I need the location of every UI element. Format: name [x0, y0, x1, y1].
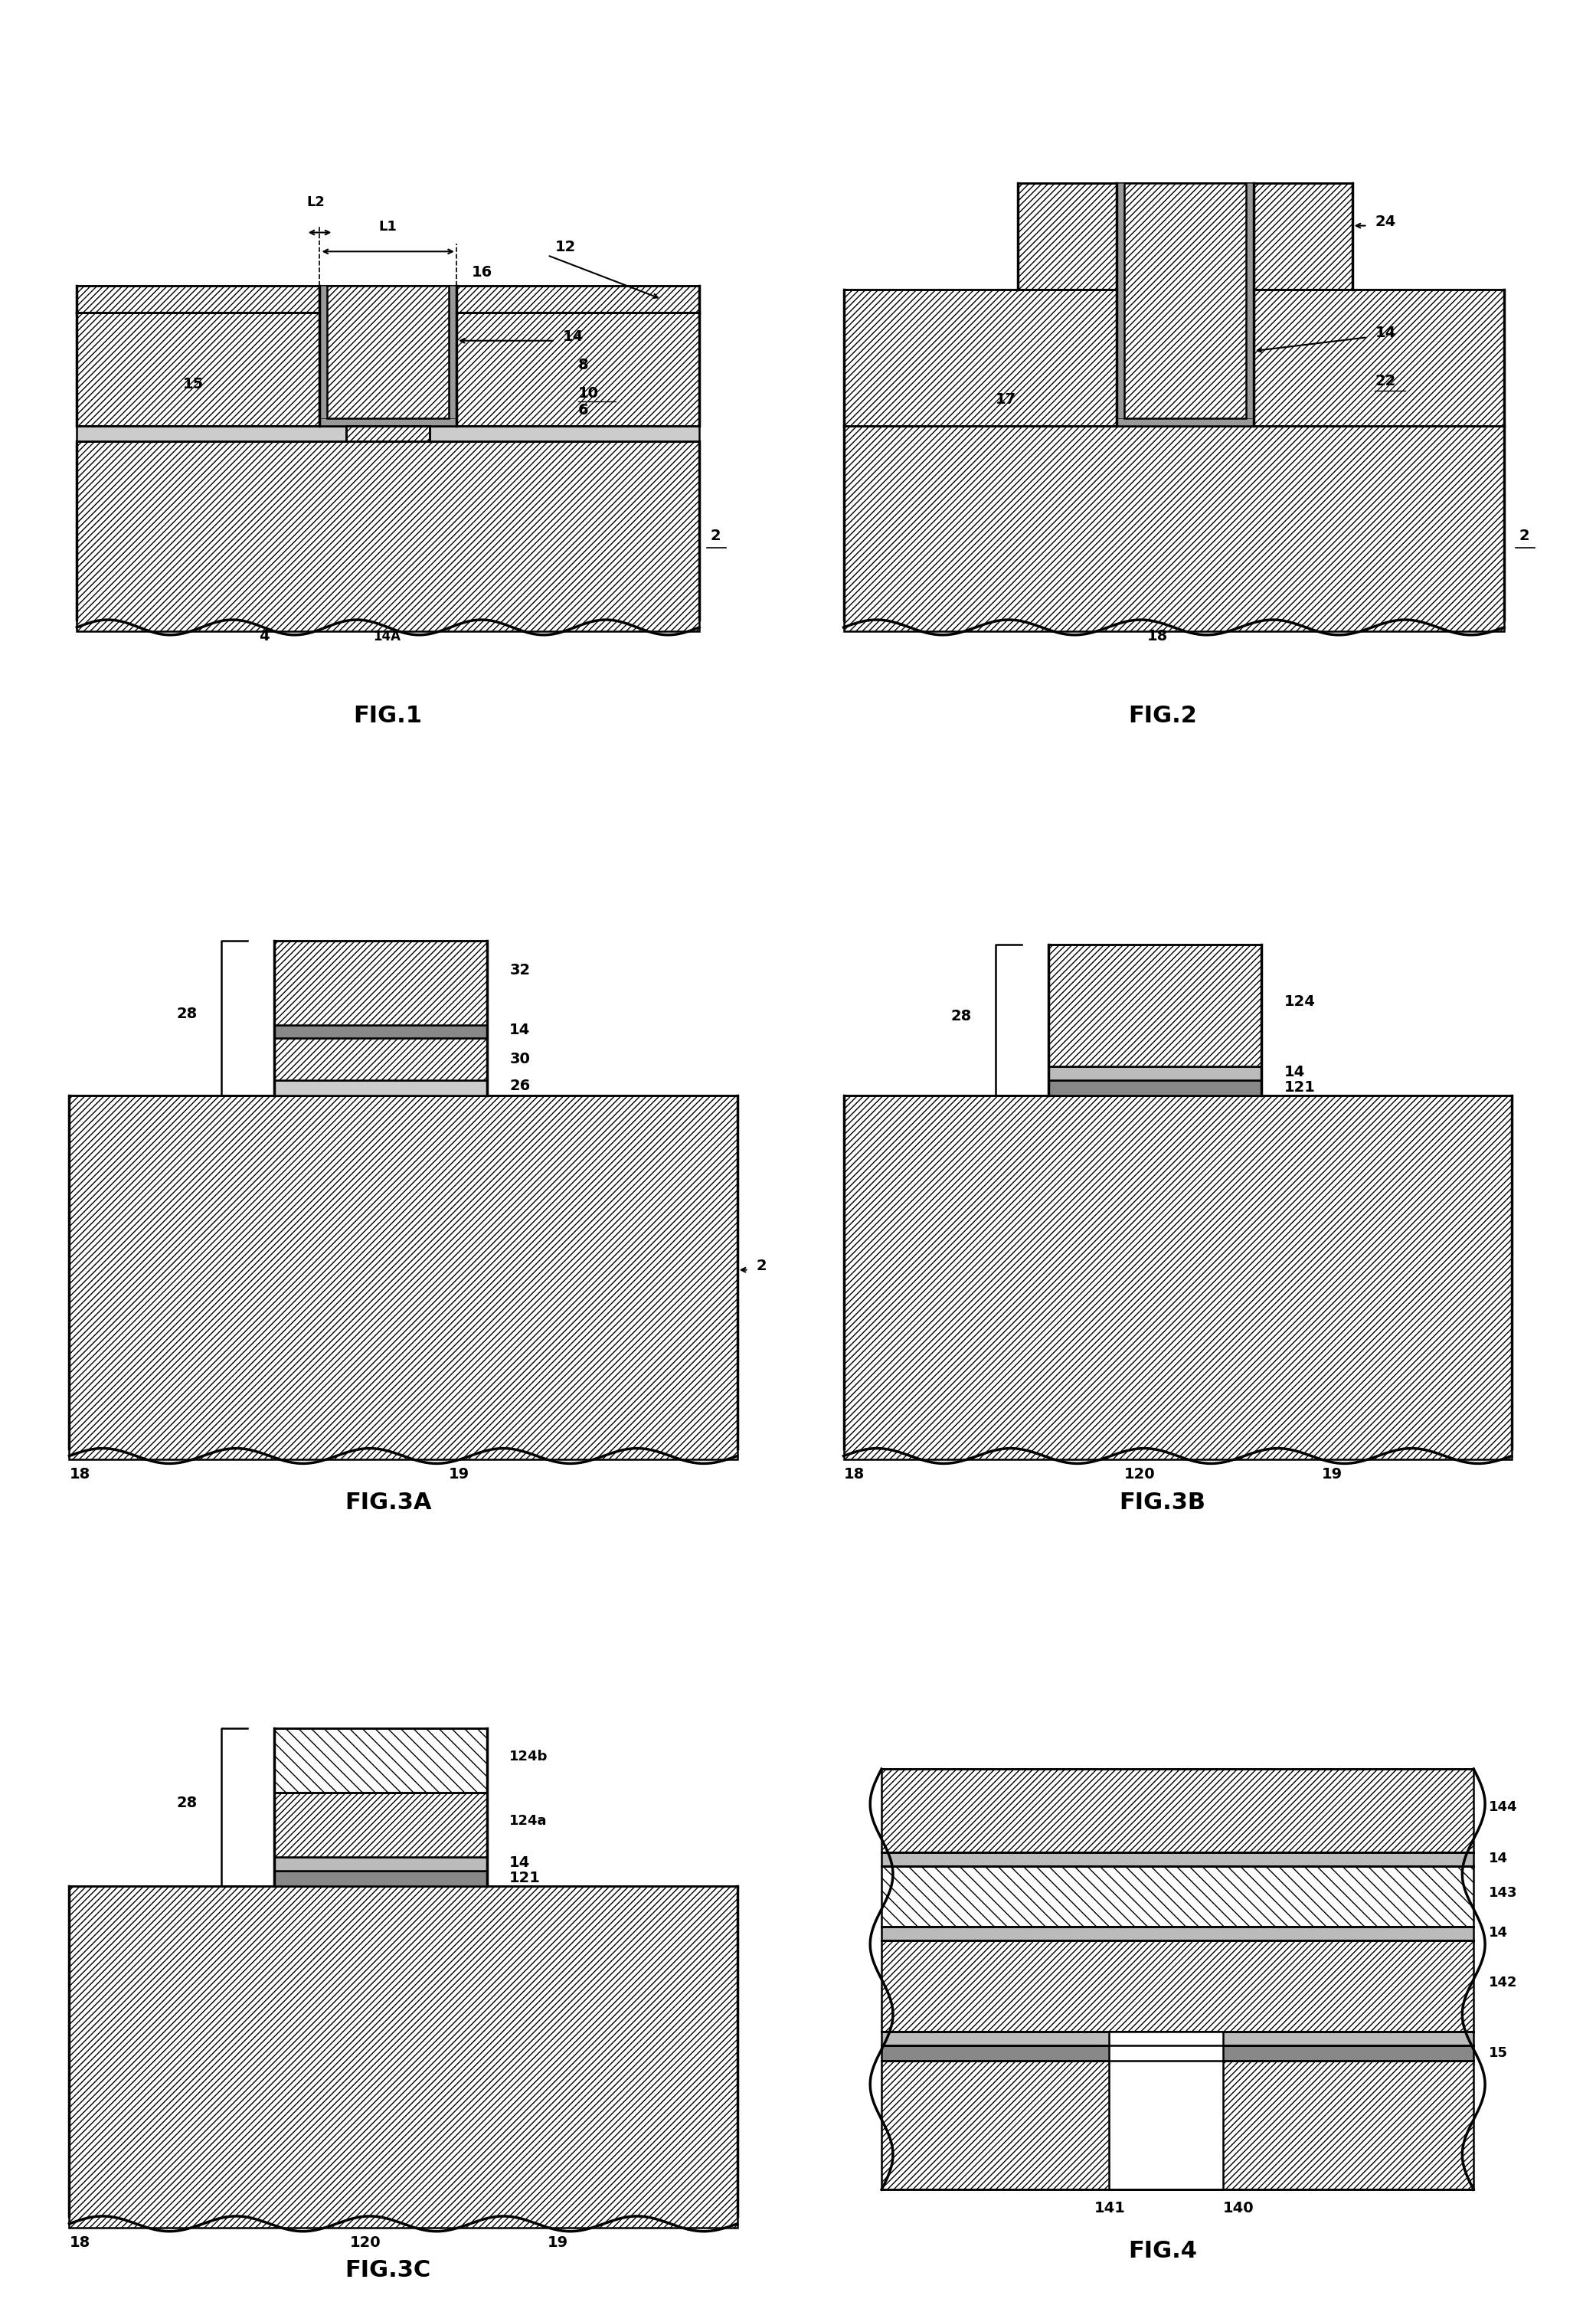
- Bar: [319, 418, 456, 425]
- Text: 17: 17: [996, 391, 1017, 407]
- Text: 12: 12: [555, 240, 576, 254]
- Text: 14A: 14A: [373, 629, 401, 643]
- Bar: [1246, 183, 1253, 425]
- Bar: [346, 425, 429, 442]
- Bar: [448, 287, 456, 425]
- Bar: [1109, 2032, 1223, 2189]
- Text: 24A: 24A: [1140, 386, 1167, 400]
- Bar: [881, 1769, 1473, 1852]
- Text: 16: 16: [471, 266, 493, 280]
- Bar: [1049, 1066, 1261, 1080]
- Bar: [69, 1096, 737, 1459]
- Text: 8: 8: [578, 358, 589, 372]
- Bar: [881, 1940, 1473, 2032]
- Bar: [275, 1024, 487, 1038]
- Bar: [1117, 183, 1125, 425]
- Bar: [1018, 183, 1352, 289]
- Text: FIG.1: FIG.1: [354, 705, 423, 726]
- Bar: [881, 1926, 1473, 1940]
- Bar: [844, 289, 1503, 425]
- Text: 14: 14: [1489, 1852, 1508, 1866]
- Bar: [1117, 183, 1253, 425]
- Text: FIG.2: FIG.2: [1128, 705, 1197, 726]
- Text: 141: 141: [1095, 2201, 1125, 2215]
- Bar: [275, 1080, 487, 1096]
- Bar: [1125, 183, 1246, 418]
- Bar: [1117, 418, 1253, 425]
- Text: 18: 18: [69, 2236, 89, 2250]
- Text: 14: 14: [563, 328, 584, 344]
- Bar: [1049, 946, 1261, 1066]
- Bar: [275, 1792, 487, 1857]
- Text: 26: 26: [509, 1077, 530, 1094]
- Text: 14: 14: [1283, 1066, 1304, 1080]
- Bar: [881, 2060, 1473, 2189]
- Bar: [275, 1870, 487, 1887]
- Bar: [275, 1038, 487, 1080]
- Text: 142: 142: [1489, 1974, 1518, 1988]
- Bar: [1049, 1080, 1261, 1096]
- Bar: [77, 425, 699, 442]
- Text: 10: 10: [578, 386, 598, 400]
- Text: 16A: 16A: [373, 395, 401, 409]
- Bar: [881, 1866, 1473, 1926]
- Text: 28: 28: [951, 1008, 972, 1024]
- Text: 140: 140: [1223, 2201, 1254, 2215]
- Bar: [881, 2046, 1473, 2060]
- Text: L1: L1: [378, 220, 397, 234]
- Bar: [844, 1096, 1511, 1459]
- Text: 14: 14: [1374, 326, 1396, 340]
- Text: 32: 32: [509, 964, 530, 978]
- Text: 18: 18: [69, 1468, 89, 1482]
- Bar: [77, 287, 699, 312]
- Bar: [881, 2032, 1473, 2046]
- Bar: [69, 1887, 737, 2226]
- Text: 124: 124: [1283, 994, 1315, 1008]
- Bar: [275, 1857, 487, 1870]
- Text: FIG.3A: FIG.3A: [345, 1491, 431, 1514]
- Bar: [346, 425, 429, 442]
- Bar: [881, 1852, 1473, 1866]
- Text: FIG.4: FIG.4: [1128, 2240, 1197, 2263]
- Text: 30: 30: [509, 1052, 530, 1066]
- Text: 19: 19: [1321, 1468, 1342, 1482]
- Text: 15: 15: [184, 377, 204, 391]
- Text: 120: 120: [1125, 1468, 1156, 1482]
- Bar: [327, 287, 448, 418]
- Bar: [77, 442, 699, 631]
- Bar: [844, 425, 1503, 631]
- Text: 4: 4: [259, 629, 270, 643]
- Text: 6: 6: [578, 402, 589, 418]
- Text: 19: 19: [448, 1468, 469, 1482]
- Text: 144: 144: [1489, 1801, 1518, 1813]
- Text: 28: 28: [177, 1796, 198, 1810]
- Bar: [275, 941, 487, 1024]
- Text: 2: 2: [757, 1258, 766, 1274]
- Bar: [275, 1727, 487, 1792]
- Text: 24: 24: [1374, 215, 1396, 229]
- Text: 18: 18: [1148, 629, 1168, 643]
- Bar: [319, 287, 327, 425]
- Text: 28: 28: [177, 1006, 198, 1022]
- Text: 19: 19: [547, 2236, 568, 2250]
- Text: FIG.3B: FIG.3B: [1119, 1491, 1205, 1514]
- Text: 14: 14: [509, 1022, 530, 1038]
- Text: 15: 15: [1489, 2046, 1508, 2060]
- Text: 124b: 124b: [509, 1750, 547, 1764]
- Text: 143: 143: [1489, 1887, 1518, 1900]
- Text: 124a: 124a: [509, 1815, 547, 1829]
- Text: 120: 120: [350, 2236, 381, 2250]
- Bar: [77, 312, 699, 425]
- Text: 18: 18: [844, 1468, 865, 1482]
- Bar: [319, 287, 456, 425]
- Text: FIG.3C: FIG.3C: [345, 2259, 431, 2282]
- Text: L2: L2: [306, 194, 326, 208]
- Text: 14: 14: [509, 1857, 530, 1870]
- Text: 22: 22: [1374, 375, 1396, 388]
- Text: 14: 14: [1489, 1926, 1508, 1940]
- Text: 2: 2: [710, 529, 721, 543]
- Text: 121: 121: [509, 1870, 541, 1884]
- Text: 121: 121: [1283, 1080, 1315, 1094]
- Text: 2: 2: [1519, 529, 1529, 543]
